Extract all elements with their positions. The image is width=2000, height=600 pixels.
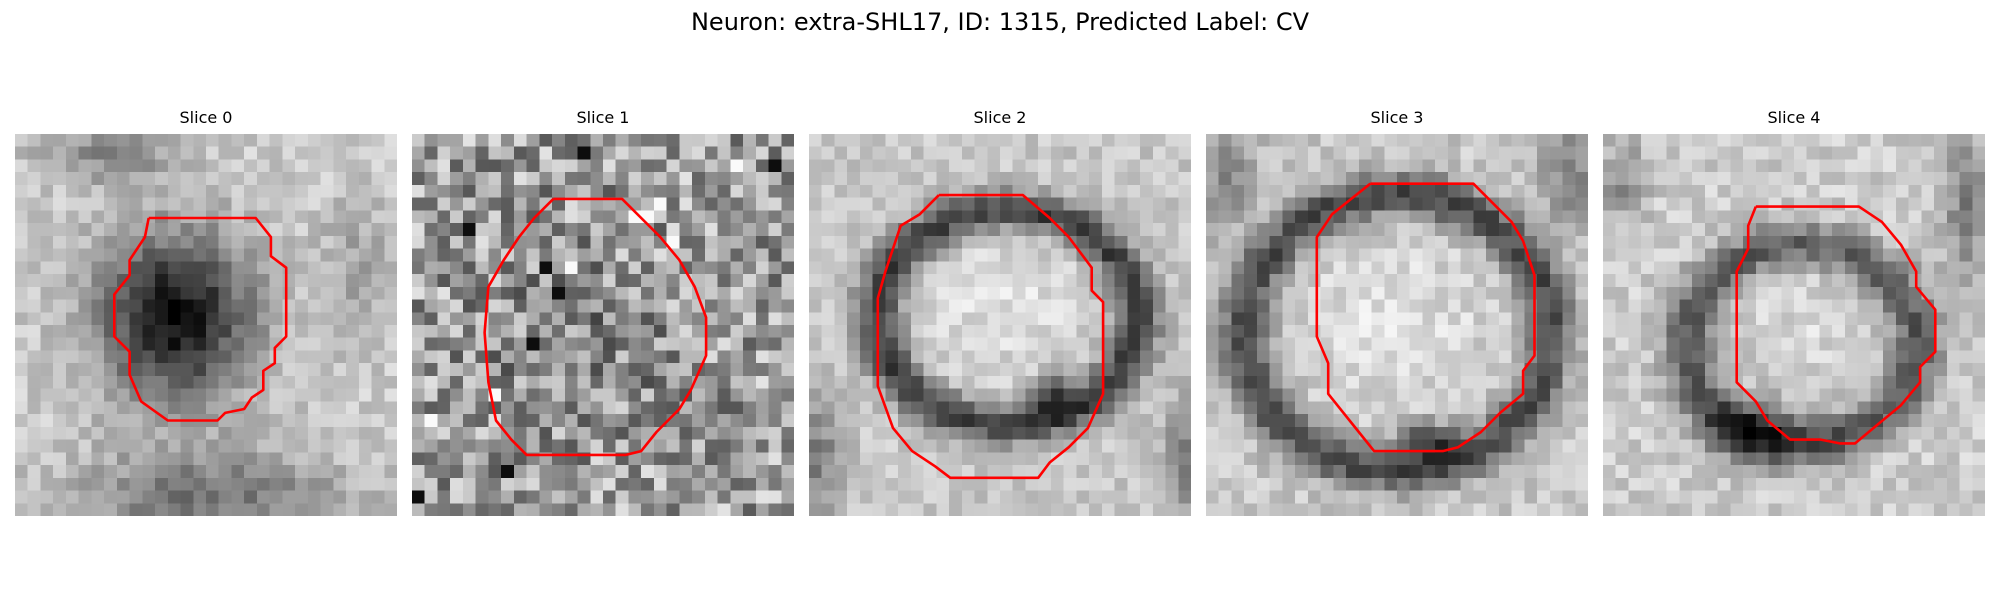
slice-panel-3: Slice 3 <box>1206 108 1588 516</box>
cell-contour <box>483 197 708 457</box>
figure-title: Neuron: extra-SHL17, ID: 1315, Predicted… <box>690 8 1310 36</box>
slice-pixels <box>15 134 397 516</box>
slice-pixels <box>1603 134 1985 516</box>
cell-contour <box>1735 205 1937 445</box>
slice-image-4 <box>1603 134 1985 516</box>
slice-panel-2: Slice 2 <box>809 108 1191 516</box>
cell-contour <box>1315 182 1536 453</box>
slice-image-1 <box>412 134 794 516</box>
slice-pixels <box>412 134 794 516</box>
slice-image-0 <box>15 134 397 516</box>
slice-title-2: Slice 2 <box>973 108 1027 127</box>
slice-image-2 <box>809 134 1191 516</box>
slice-title-4: Slice 4 <box>1767 108 1821 127</box>
slice-title-3: Slice 3 <box>1370 108 1424 127</box>
slice-panel-1: Slice 1 <box>412 108 794 516</box>
slice-title-1: Slice 1 <box>576 108 630 127</box>
cell-contour <box>113 216 288 422</box>
slice-image-3 <box>1206 134 1588 516</box>
slice-panel-0: Slice 0 <box>15 108 397 516</box>
slice-pixels <box>809 134 1191 516</box>
slice-title-0: Slice 0 <box>179 108 233 127</box>
cell-contour <box>876 193 1105 480</box>
slice-panel-4: Slice 4 <box>1603 108 1985 516</box>
slice-pixels <box>1206 134 1588 516</box>
